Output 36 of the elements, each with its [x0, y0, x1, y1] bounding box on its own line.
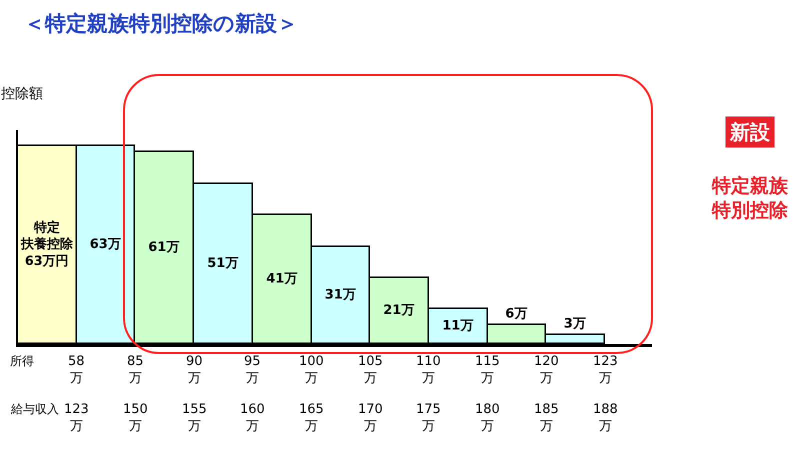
text: 123 万 — [593, 354, 618, 386]
text: 新設 — [729, 120, 771, 144]
text: 85 万 — [127, 354, 144, 386]
data-label: 63万 — [90, 236, 121, 252]
data-label: 31万 — [324, 287, 356, 302]
text: 給与収入 — [10, 402, 59, 416]
text: 100 万 — [299, 354, 324, 386]
text: 120 万 — [534, 354, 559, 386]
data-label: 41万 — [266, 271, 298, 286]
chart-title: ＜特定親族特別控除の新設＞ — [24, 12, 298, 36]
text: 110 万 — [416, 354, 441, 386]
text: 所得 — [10, 354, 34, 368]
text: 95 万 — [244, 354, 261, 386]
data-label: 21万 — [383, 302, 414, 318]
text: 155 万 — [182, 402, 207, 434]
text: 150 万 — [123, 402, 148, 434]
text: 188 万 — [593, 402, 618, 434]
data-label: 3万 — [564, 316, 586, 332]
text: 115 万 — [475, 354, 500, 386]
text: 180 万 — [475, 402, 500, 434]
text: 160 万 — [240, 402, 265, 434]
data-label: 51万 — [207, 256, 238, 271]
text: 90 万 — [186, 354, 203, 386]
text: 58 万 — [68, 354, 85, 386]
text: 185 万 — [534, 402, 559, 434]
text: 123 万 — [64, 402, 89, 434]
data-label: 61万 — [148, 240, 180, 255]
text: 特定親族特別控除 — [711, 175, 789, 222]
y-axis-title: 控除額 — [1, 86, 43, 102]
text: 175 万 — [416, 402, 441, 434]
data-label: 特定扶養控除63万円 — [20, 220, 74, 269]
text: 165 万 — [299, 402, 324, 434]
text: 105 万 — [358, 354, 383, 386]
text: 170 万 — [358, 402, 383, 434]
data-label: 11万 — [442, 318, 474, 334]
data-label: 6万 — [505, 306, 528, 322]
